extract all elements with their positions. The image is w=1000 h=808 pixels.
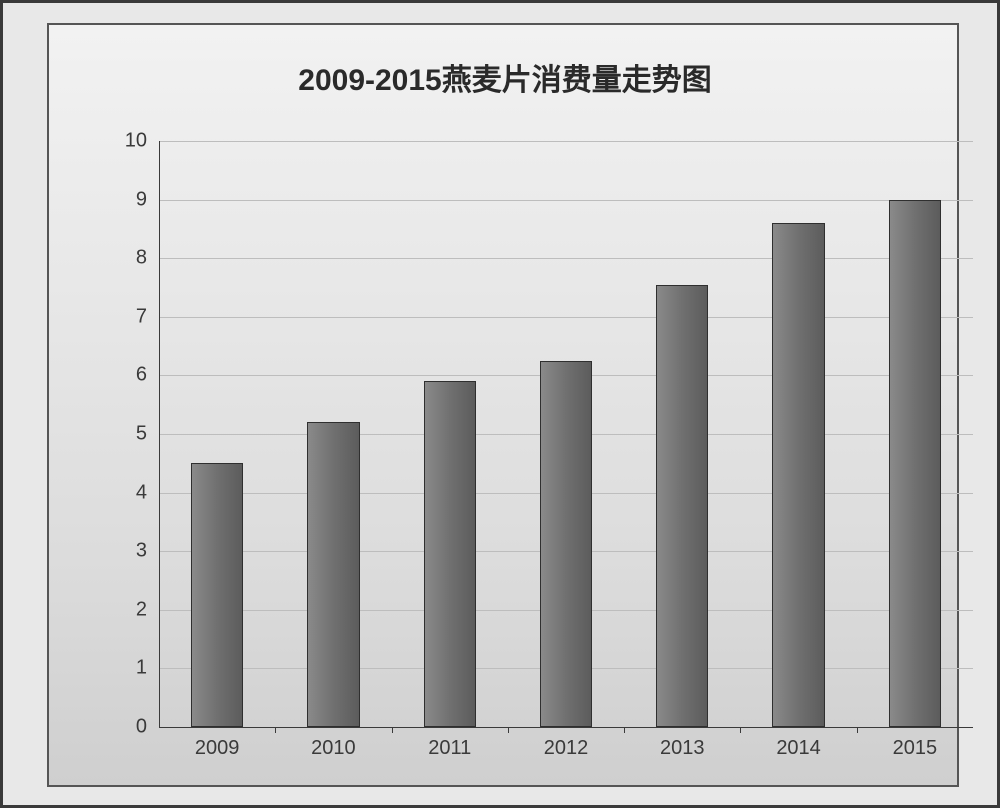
x-tick-label: 2012 xyxy=(544,737,589,760)
gridline xyxy=(159,258,973,259)
bar xyxy=(307,422,359,727)
x-tick-label: 2010 xyxy=(311,737,356,760)
y-tick-label: 5 xyxy=(107,423,147,446)
x-tick-label: 2009 xyxy=(195,737,240,760)
y-tick-label: 10 xyxy=(107,130,147,153)
y-tick-label: 1 xyxy=(107,657,147,680)
y-tick-label: 4 xyxy=(107,481,147,504)
plot-area: 0123456789102009201020112012201320142015 xyxy=(159,141,973,727)
y-tick-label: 6 xyxy=(107,364,147,387)
bar xyxy=(424,381,476,727)
x-tick-label: 2011 xyxy=(428,737,471,760)
gridline xyxy=(159,200,973,201)
x-tick-label: 2014 xyxy=(776,737,821,760)
y-tick-label: 0 xyxy=(107,716,147,739)
bar xyxy=(772,223,824,727)
chart-title: 2009-2015燕麦片消费量走势图 xyxy=(49,55,961,99)
outer-frame: 2009-2015燕麦片消费量走势图 012345678910200920102… xyxy=(0,0,1000,808)
gridline xyxy=(159,317,973,318)
y-tick-label: 8 xyxy=(107,247,147,270)
x-tick-label: 2015 xyxy=(893,737,938,760)
y-tick-label: 2 xyxy=(107,598,147,621)
x-axis xyxy=(159,727,973,728)
chart-card: 2009-2015燕麦片消费量走势图 0 1 2 3 4 5 6 7 8 9 10 2009 2010 2… xyxy=(47,23,959,787)
y-tick-label: 3 xyxy=(107,540,147,563)
y-tick-label: 7 xyxy=(107,305,147,328)
bar xyxy=(656,285,708,727)
y-tick-label: 9 xyxy=(107,188,147,211)
bar xyxy=(889,200,941,727)
x-tick-label: 2013 xyxy=(660,737,705,760)
gridline xyxy=(159,141,973,142)
bar xyxy=(191,463,243,727)
bar xyxy=(540,361,592,727)
y-axis xyxy=(159,141,160,727)
